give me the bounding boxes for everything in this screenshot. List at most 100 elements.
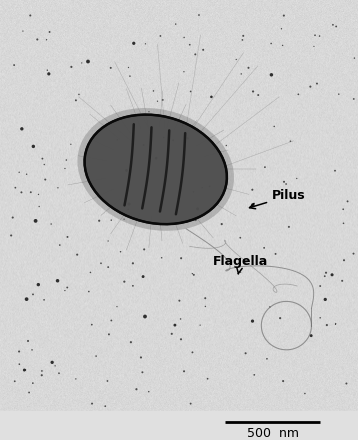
Point [128, 339, 134, 346]
Point [340, 206, 346, 213]
Point [47, 29, 52, 36]
Point [141, 141, 146, 148]
Point [29, 346, 35, 353]
Point [344, 380, 349, 387]
Point [324, 322, 330, 329]
Point [240, 32, 246, 39]
Point [181, 68, 187, 75]
Point [125, 206, 131, 213]
Point [173, 21, 179, 28]
Point [105, 378, 110, 385]
Point [30, 380, 36, 387]
Point [169, 330, 175, 337]
Point [16, 348, 22, 355]
Point [203, 303, 208, 310]
Point [93, 352, 99, 359]
Point [28, 189, 34, 196]
Point [238, 70, 244, 77]
Point [250, 202, 256, 209]
Point [142, 313, 148, 320]
Point [264, 355, 270, 362]
Point [279, 25, 284, 32]
Point [138, 354, 144, 361]
Point [24, 296, 29, 303]
Point [178, 336, 184, 343]
Point [190, 349, 195, 356]
Point [141, 246, 147, 253]
Point [181, 368, 187, 375]
Point [146, 388, 151, 395]
Point [44, 36, 49, 43]
Point [191, 271, 197, 279]
Point [317, 282, 323, 290]
Point [212, 145, 217, 152]
Point [340, 220, 346, 227]
Point [8, 232, 14, 239]
Point [11, 62, 17, 69]
Point [64, 234, 70, 241]
Point [74, 251, 80, 258]
Point [114, 303, 120, 310]
Point [73, 375, 79, 382]
Point [159, 254, 164, 261]
Point [267, 304, 273, 311]
Point [89, 400, 95, 407]
Point [246, 64, 251, 71]
Point [55, 277, 61, 284]
Point [188, 400, 194, 407]
Point [126, 201, 132, 208]
Point [243, 350, 248, 357]
Point [250, 88, 256, 95]
Point [39, 367, 45, 374]
Point [295, 91, 301, 98]
Point [277, 315, 283, 322]
Point [102, 403, 108, 410]
Point [180, 122, 185, 129]
Point [193, 216, 198, 224]
Point [36, 203, 42, 210]
Point [96, 217, 102, 224]
Point [251, 371, 257, 378]
Point [187, 41, 193, 48]
Point [35, 191, 41, 198]
Point [200, 46, 206, 53]
Point [202, 295, 208, 302]
Point [134, 386, 139, 393]
Text: Pilus: Pilus [250, 189, 306, 209]
Point [35, 281, 41, 288]
Ellipse shape [84, 115, 227, 224]
Point [157, 203, 163, 210]
Point [314, 80, 320, 87]
Point [345, 198, 350, 205]
Point [20, 28, 26, 35]
Point [159, 114, 164, 121]
Point [190, 188, 196, 195]
Point [48, 220, 54, 227]
Point [62, 165, 68, 172]
Point [189, 270, 195, 277]
Point [205, 375, 211, 382]
Point [44, 67, 50, 74]
Ellipse shape [77, 108, 234, 231]
Point [341, 257, 347, 264]
Point [56, 370, 62, 377]
Point [350, 250, 356, 257]
Point [108, 216, 114, 224]
Point [46, 70, 52, 77]
Point [317, 33, 323, 40]
Point [280, 42, 285, 49]
Point [142, 40, 148, 48]
Point [73, 97, 79, 104]
Point [23, 367, 28, 374]
Point [294, 175, 300, 182]
Point [39, 155, 45, 162]
Point [16, 361, 22, 368]
Point [10, 214, 16, 221]
Point [323, 296, 328, 303]
Point [281, 12, 287, 19]
Point [62, 287, 68, 294]
Point [172, 322, 178, 329]
Point [312, 32, 318, 39]
Point [158, 33, 163, 40]
Point [16, 169, 22, 176]
